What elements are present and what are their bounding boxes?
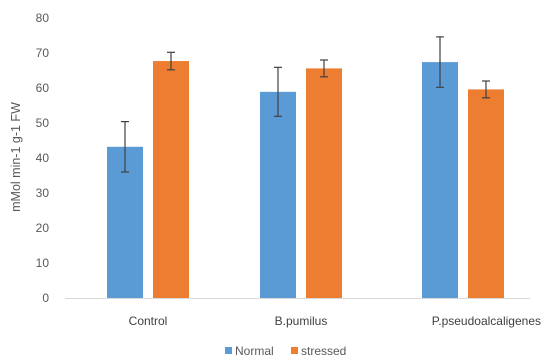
error-bar-stressed-2	[482, 80, 490, 99]
error-bars	[121, 36, 490, 173]
y-tick-label: 0	[42, 291, 49, 305]
bar-series	[107, 61, 504, 299]
legend-label: stressed	[301, 344, 346, 358]
legend-item-stressed: stressed	[291, 344, 346, 358]
y-axis-tick-labels: 0 10 20 30 40 50 60 70 80	[36, 11, 50, 305]
bar-normal-2	[422, 62, 458, 298]
legend-label: Normal	[235, 344, 274, 358]
error-bar-normal-0	[121, 120, 129, 173]
legend-swatch	[291, 347, 298, 354]
y-tick-label: 40	[36, 151, 50, 165]
x-category-label: Control	[129, 314, 168, 328]
y-tick-label: 10	[36, 256, 50, 270]
y-tick-label: 50	[36, 116, 50, 130]
error-bar-normal-2	[436, 36, 444, 88]
legend-item-normal: Normal	[225, 344, 274, 358]
bar-stressed-2	[468, 89, 504, 299]
legend-swatch	[225, 347, 232, 354]
y-axis-title: mMol min-1 g-1 FW	[9, 102, 23, 212]
y-tick-label: 60	[36, 81, 50, 95]
bar-stressed-0	[153, 61, 189, 298]
legend: Normal stressed	[225, 344, 346, 358]
x-axis-category-labels: Control B.pumilus P.pseudoalcaligenes	[129, 314, 541, 328]
y-tick-label: 80	[36, 11, 50, 25]
bar-stressed-1	[306, 68, 342, 299]
error-bar-stressed-0	[167, 51, 175, 71]
error-bar-normal-1	[274, 66, 282, 117]
error-bar-stressed-1	[320, 59, 328, 78]
x-category-label: P.pseudoalcaligenes	[432, 314, 541, 328]
bar-normal-1	[260, 91, 296, 298]
y-tick-label: 20	[36, 221, 50, 235]
y-tick-label: 70	[36, 46, 50, 60]
y-tick-label: 30	[36, 186, 50, 200]
x-category-label: B.pumilus	[275, 314, 328, 328]
